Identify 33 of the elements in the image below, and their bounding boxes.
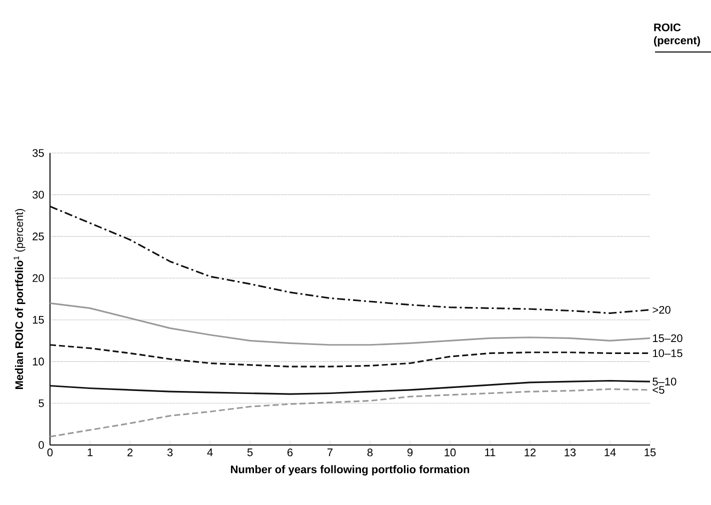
y-axis-title: Median ROIC of portfolio$^{1}$ (percent) (14, 208, 26, 389)
x-axis-title: Number of years following portfolio formation (230, 465, 470, 476)
x-tick-label: 10 (444, 448, 456, 456)
x-tick-label: 9 (407, 448, 413, 456)
x-tick-label: 4 (207, 448, 213, 456)
x-tick-label: 3 (167, 448, 173, 456)
y-tick-label: 35 (32, 149, 44, 157)
x-tick-label: 6 (288, 448, 293, 456)
x-tick-label: 1 (88, 448, 93, 456)
x-tick-label: 5 (247, 448, 253, 456)
y-tick-label: 25 (32, 232, 44, 240)
x-tick-label: 2 (128, 448, 133, 456)
series-label: 15–20 (653, 334, 682, 342)
x-tick-label: 0 (47, 448, 53, 456)
x-tick-label: 15 (644, 448, 656, 456)
y-tick-label: 20 (32, 274, 44, 282)
series-label: <5 (652, 386, 664, 394)
line-series (49, 344, 651, 368)
y-tick-label: 0 (38, 441, 44, 449)
series-label: 5–10 (652, 378, 676, 386)
x-tick-label: 11 (485, 448, 496, 456)
series-label: >20 (652, 306, 670, 314)
x-tick-label: 14 (604, 448, 616, 456)
x-tick-label: 12 (524, 448, 536, 456)
x-tick-label: 7 (328, 448, 333, 456)
x-tick-label: 8 (367, 448, 373, 456)
x-tick-label: 13 (564, 448, 576, 456)
y-tick-label: 30 (32, 190, 44, 199)
series-label: 10–15 (653, 349, 682, 358)
y-tick-label: 5 (38, 399, 44, 408)
y-tick-label: 10 (32, 358, 44, 366)
y-tick-label: 15 (32, 316, 44, 324)
legend-title: ROIC (percent) (654, 24, 700, 46)
